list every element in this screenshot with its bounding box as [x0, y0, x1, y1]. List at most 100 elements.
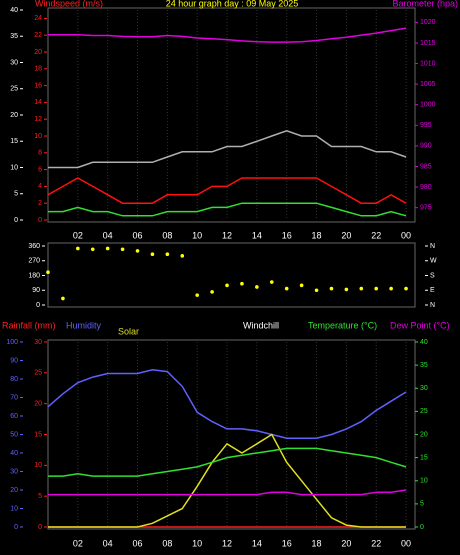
tick-label: 1020 [420, 19, 436, 26]
point [359, 286, 364, 291]
tick-label: 1015 [420, 40, 436, 47]
point [210, 290, 214, 294]
tick-label: 20 [34, 401, 42, 408]
x-tick-label: 18 [312, 538, 322, 548]
x-tick-label: 02 [73, 538, 83, 548]
point [150, 252, 155, 256]
point [225, 283, 229, 288]
x-tick-label: 16 [282, 538, 292, 548]
x-tick-label: 00 [401, 230, 411, 240]
tick-label: 70 [10, 394, 18, 401]
tick-label: 22 [34, 32, 42, 39]
x-tick-label: 08 [162, 230, 172, 240]
tick-label: 60 [10, 413, 18, 420]
tick-label: 90 [10, 357, 18, 364]
point [61, 296, 65, 301]
tick-label: 20 [34, 49, 42, 56]
series-line [48, 130, 407, 169]
legend-entry: Solar [118, 326, 139, 336]
tick-label: 0 [14, 524, 18, 531]
x-tick-label: 04 [103, 538, 113, 548]
tick-label: W [430, 258, 437, 265]
tick-label: 80 [10, 376, 18, 383]
tick-label: 10 [34, 462, 42, 469]
point [269, 280, 274, 284]
point [404, 286, 408, 291]
tick-label: 0 [38, 524, 42, 531]
tick-label: 30 [10, 468, 18, 475]
tick-label: 1000 [420, 102, 436, 109]
tick-label: 180 [28, 272, 40, 279]
tick-label: 4 [38, 183, 42, 190]
tick-label: 35 [10, 33, 18, 40]
tick-label: 10 [420, 478, 428, 485]
chart-title: 24 hour graph day : 09 May 2025 [166, 0, 299, 8]
tick-label: 0 [38, 217, 42, 224]
x-tick-label: 14 [252, 230, 262, 240]
tick-label: 1010 [420, 60, 436, 67]
point [284, 286, 289, 291]
x-tick-label: 18 [312, 230, 322, 240]
tick-label: 5 [14, 191, 18, 198]
tick-label: 15 [10, 138, 18, 145]
point [374, 286, 379, 291]
tick-label: 15 [34, 431, 42, 438]
point [46, 270, 50, 275]
tick-label: 90 [32, 287, 40, 294]
tick-label: 40 [10, 450, 18, 457]
tick-label: 50 [10, 431, 18, 438]
point [299, 283, 304, 288]
point [240, 281, 244, 286]
tick-label: 12 [34, 116, 42, 123]
tick-label: 5 [420, 501, 424, 508]
tick-label: 990 [420, 143, 432, 150]
x-tick-label: 02 [73, 230, 83, 240]
panel-frame [47, 242, 416, 308]
tick-label: S [430, 272, 435, 279]
x-tick-label: 12 [222, 538, 232, 548]
tick-label: 14 [34, 99, 42, 106]
tick-label: 24 [34, 15, 42, 22]
point [314, 288, 319, 293]
tick-label: 20 [10, 112, 18, 119]
series-line [48, 447, 407, 477]
tick-label: 35 [420, 362, 428, 369]
tick-label: 30 [420, 385, 428, 392]
x-tick-label: 20 [341, 230, 351, 240]
x-tick-label: 12 [222, 230, 232, 240]
series-line [47, 177, 407, 204]
x-tick-label: 06 [133, 538, 143, 548]
tick-label: 100 [6, 339, 18, 346]
tick-label: 0 [36, 302, 40, 309]
tick-label: 18 [34, 66, 42, 73]
tick-label: 10 [34, 133, 42, 140]
point [329, 286, 334, 291]
tick-label: 5 [38, 493, 42, 500]
x-tick-label: 04 [103, 230, 113, 240]
tick-label: 15 [420, 454, 428, 461]
x-tick-label: 16 [282, 230, 292, 240]
legend-entry: Temperature (°C) [308, 320, 377, 330]
tick-label: 6 [38, 166, 42, 173]
point [180, 254, 185, 258]
tick-label: 0 [14, 217, 18, 224]
legend-entry: Humidity [66, 320, 102, 330]
tick-label: 30 [10, 59, 18, 66]
x-tick-label: 06 [133, 230, 143, 240]
point [105, 246, 110, 251]
panel-frame [47, 7, 416, 223]
x-tick-label: 22 [371, 538, 381, 548]
point [344, 287, 349, 292]
tick-label: 10 [10, 164, 18, 171]
x-tick-label: 00 [401, 538, 411, 548]
tick-label: N [430, 243, 435, 250]
tick-label: E [430, 287, 435, 294]
x-tick-label: 22 [371, 230, 381, 240]
x-tick-label: 10 [192, 230, 202, 240]
point [90, 247, 95, 252]
point [76, 246, 80, 251]
point [135, 249, 140, 253]
